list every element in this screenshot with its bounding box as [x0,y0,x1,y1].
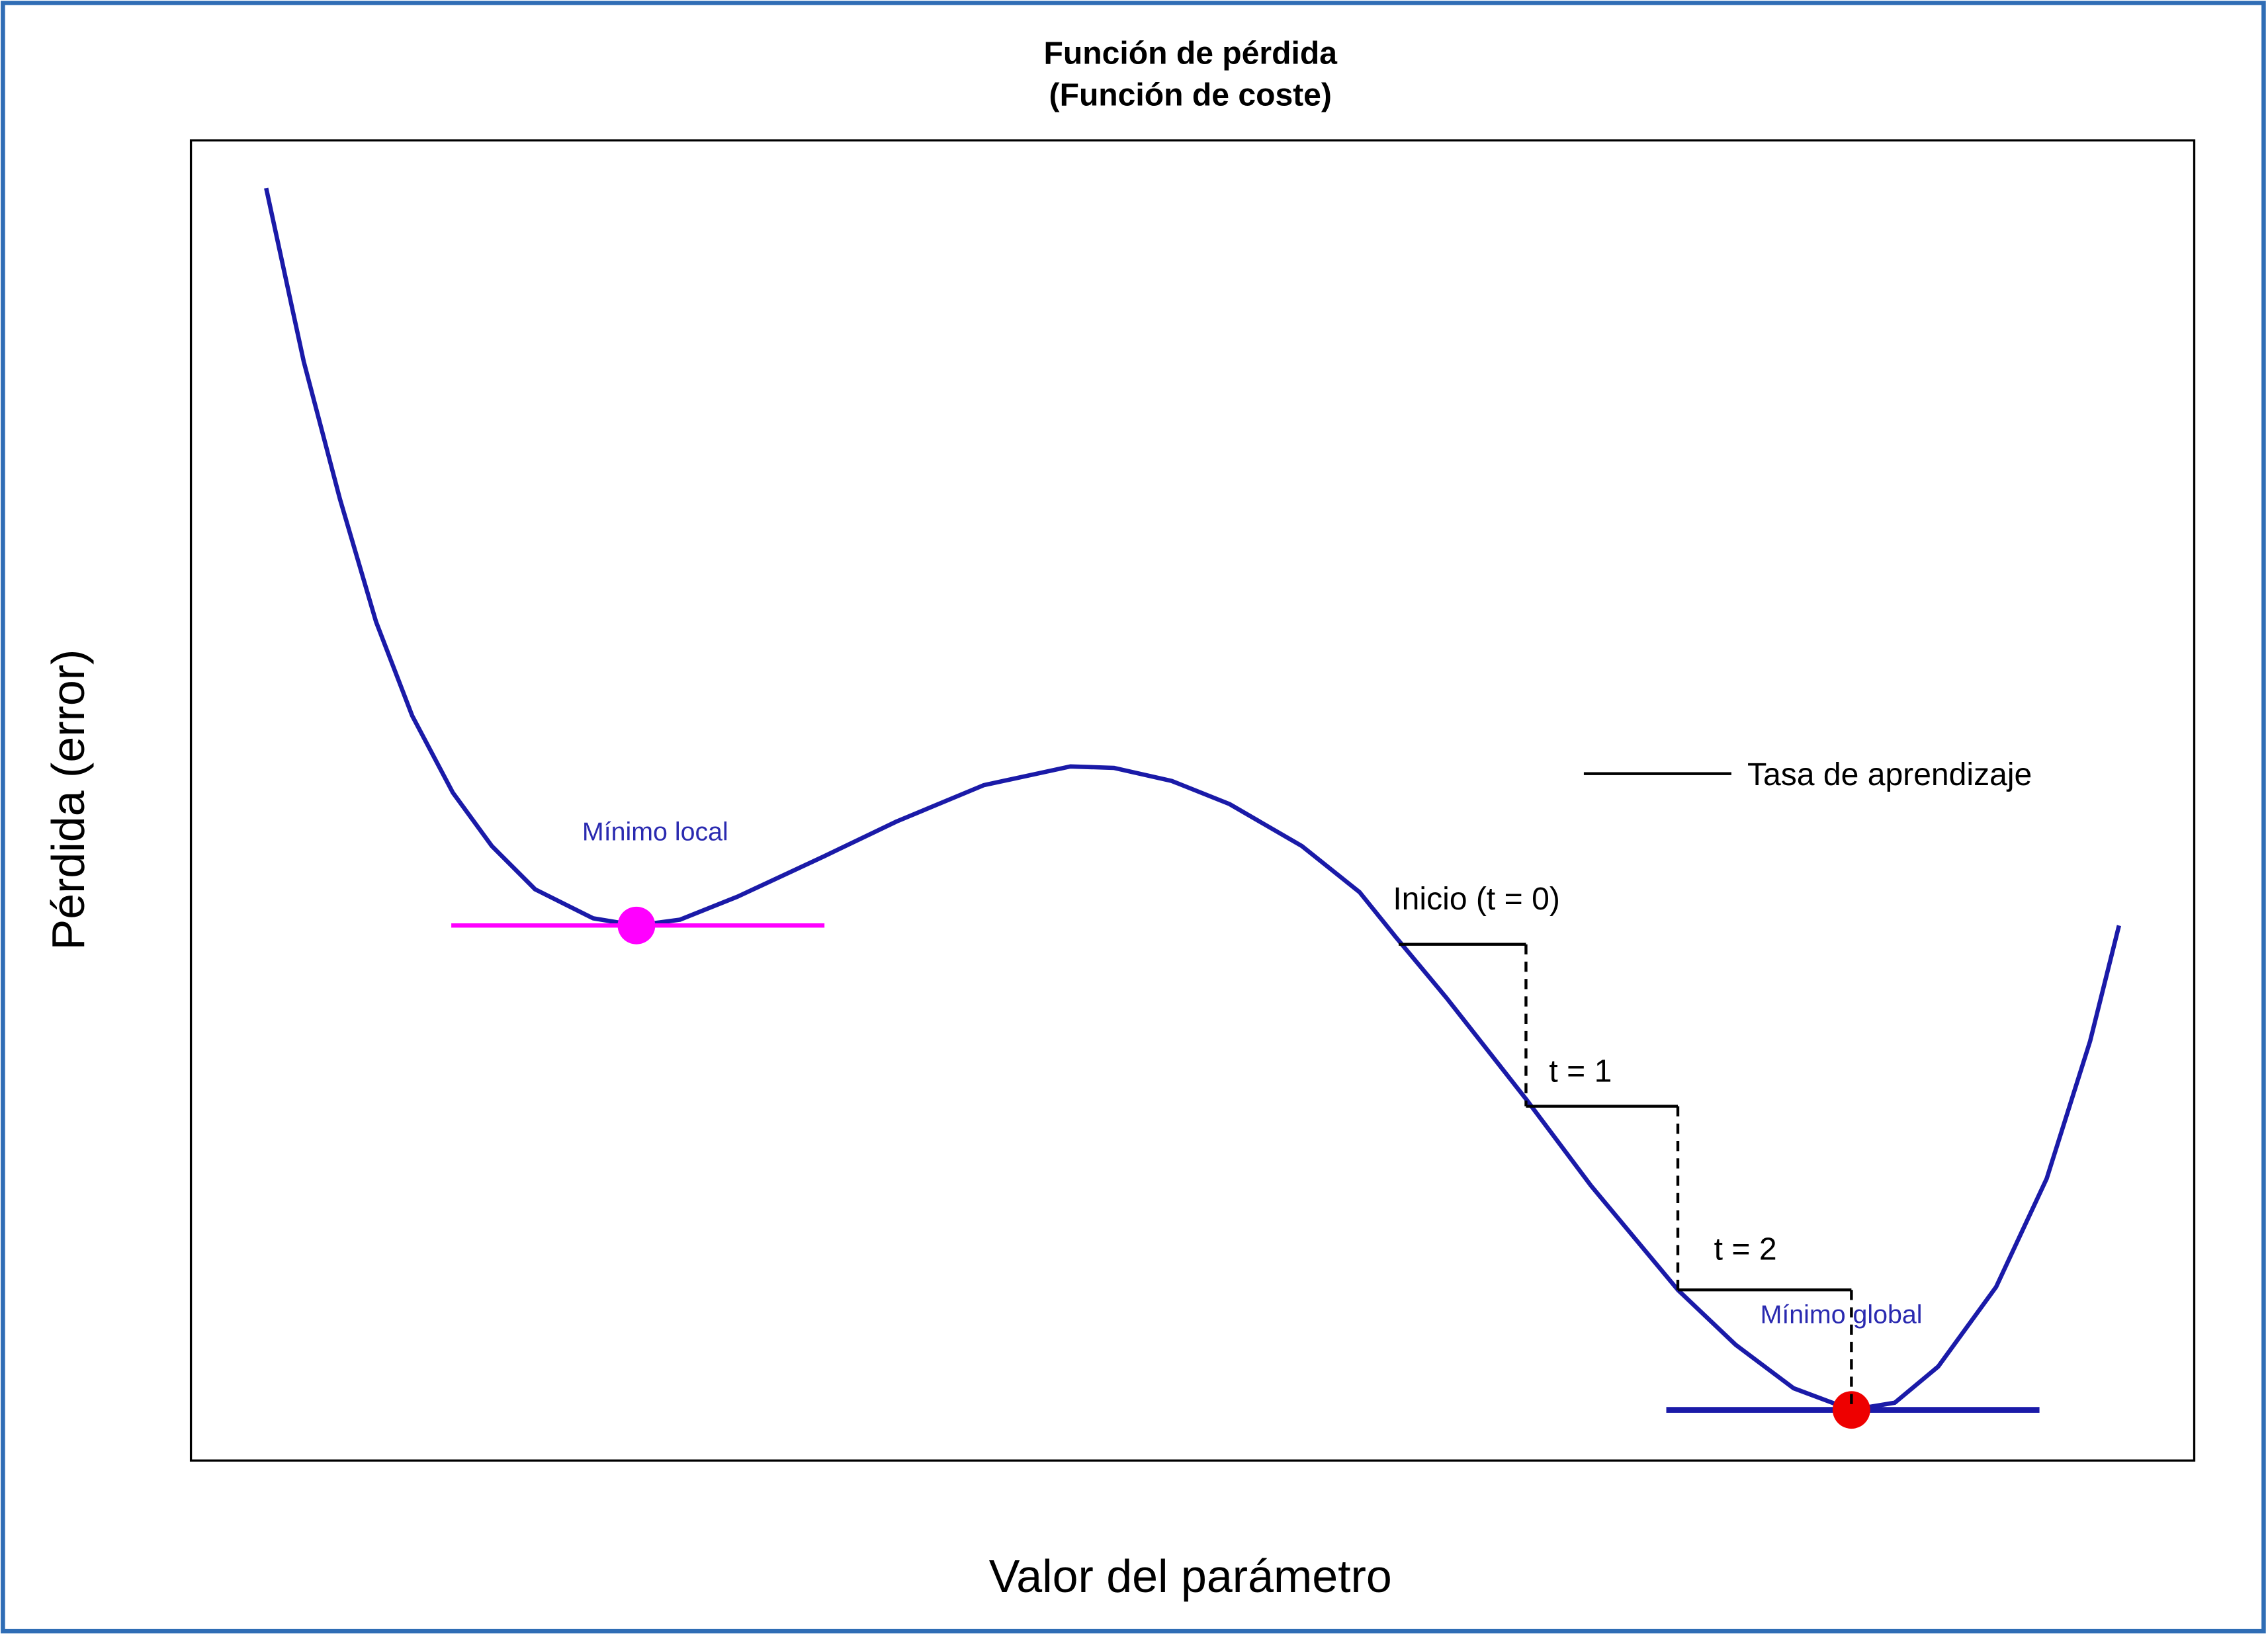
global-min-point [1832,1391,1870,1429]
step-label: Inicio (t = 0) [1393,881,1560,917]
local-min-point [617,906,656,944]
local-min-label: Mínimo local [582,817,728,846]
title: (Función de coste) [1049,77,1332,113]
step-label: t = 1 [1549,1053,1612,1089]
y-axis-label: Pérdida (error) [42,650,94,950]
title: Función de pérdida [1044,35,1338,71]
legend-label: Tasa de aprendizaje [1747,757,2032,792]
steps [1399,943,1853,1410]
plot-box [189,139,2196,1462]
step-label: t = 2 [1714,1231,1777,1267]
global-min-label: Mínimo global [1761,1300,1923,1329]
x-axis-label: Valor del parámetro [989,1550,1392,1602]
